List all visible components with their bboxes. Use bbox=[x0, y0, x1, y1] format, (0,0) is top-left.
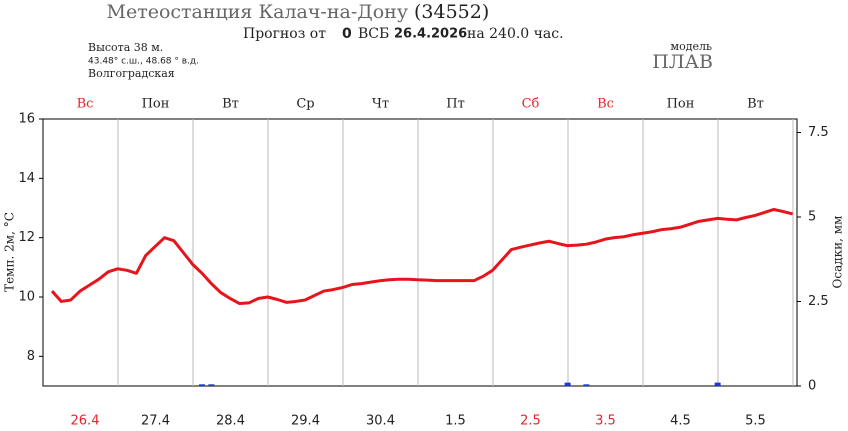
y2-tick-label: 7.5 bbox=[808, 125, 829, 140]
y-tick-label: 8 bbox=[27, 349, 35, 364]
subtitle-part: 26.4.2026 bbox=[394, 27, 467, 42]
day-label: Пон bbox=[142, 97, 170, 112]
day-label: Сб bbox=[522, 97, 540, 112]
x-tick-label: 30.4 bbox=[366, 414, 395, 429]
day-label: Вт bbox=[747, 97, 764, 112]
subtitle: Прогноз от 0 ВСБ 26.4.2026 на 240.0 час. bbox=[243, 26, 564, 42]
y-tick-label: 14 bbox=[18, 171, 35, 186]
day-label: Ср bbox=[296, 97, 314, 112]
y-tick-label: 12 bbox=[18, 230, 35, 245]
y2-tick-label: 5 bbox=[808, 210, 816, 225]
day-label: Вт bbox=[222, 97, 239, 112]
x-tick-label: 28.4 bbox=[216, 414, 245, 429]
day-label: Чт bbox=[372, 97, 389, 112]
x-tick-label: 3.5 bbox=[595, 414, 616, 429]
subtitle-part: на 240.0 час. bbox=[467, 26, 564, 42]
y2-axis-label: Осадки, мм bbox=[831, 216, 845, 289]
x-tick-label: 27.4 bbox=[141, 414, 170, 429]
precip-bar bbox=[714, 382, 721, 386]
day-label: Вс bbox=[77, 97, 94, 112]
precip-bar bbox=[564, 382, 571, 386]
model-name: ПЛАВ bbox=[652, 51, 713, 73]
x-tick-label: 26.4 bbox=[71, 414, 100, 429]
temperature-line bbox=[50, 207, 793, 306]
model-label: модель bbox=[671, 40, 712, 53]
y-axis-label: Темп. 2м, °C bbox=[3, 212, 17, 292]
station-info: Высота 38 м. bbox=[88, 41, 163, 54]
chart-title: Метеостанция Калач-на-Дону bbox=[107, 1, 409, 23]
station-info: 43.48° с.ш., 48.68 ° в.д. bbox=[88, 57, 199, 67]
y-tick-label: 10 bbox=[18, 290, 35, 305]
station-id: (34552) bbox=[414, 1, 489, 23]
x-tick-label: 5.5 bbox=[745, 414, 766, 429]
subtitle-part: 0 bbox=[342, 26, 352, 42]
precip-bar bbox=[208, 384, 215, 386]
y-tick-label: 16 bbox=[18, 112, 35, 127]
day-label: Вс bbox=[597, 97, 614, 112]
y2-tick-label: 2.5 bbox=[808, 294, 829, 309]
station-info: Волгоградская bbox=[88, 67, 175, 80]
subtitle-part: ВСБ bbox=[358, 26, 389, 42]
day-label: Пт bbox=[446, 97, 465, 112]
precip-bar bbox=[199, 384, 205, 386]
plot-frame bbox=[42, 118, 798, 387]
precip-bar bbox=[583, 384, 590, 386]
y2-tick-label: 0 bbox=[808, 379, 816, 394]
day-label: Пон bbox=[667, 97, 695, 112]
x-tick-label: 2.5 bbox=[520, 414, 541, 429]
x-tick-label: 29.4 bbox=[291, 414, 320, 429]
subtitle-part: Прогноз от bbox=[243, 26, 326, 42]
x-tick-label: 1.5 bbox=[445, 414, 466, 429]
x-tick-label: 4.5 bbox=[670, 414, 691, 429]
